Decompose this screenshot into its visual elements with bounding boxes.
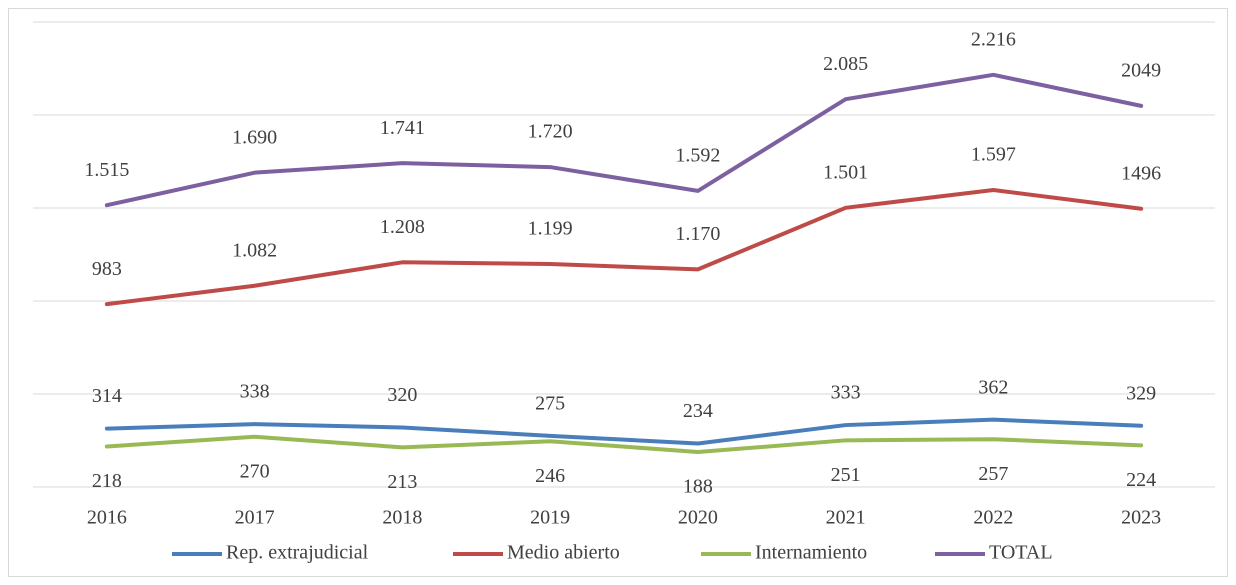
data-label: 1.501 xyxy=(823,161,868,183)
x-tick-label: 2020 xyxy=(678,507,718,529)
data-label: 246 xyxy=(535,465,565,487)
data-label: 2049 xyxy=(1121,59,1161,81)
data-label: 275 xyxy=(535,392,565,414)
data-label: 213 xyxy=(387,471,417,493)
data-label: 329 xyxy=(1126,382,1156,404)
data-label: 1.690 xyxy=(232,126,277,148)
data-label: 2.085 xyxy=(823,53,868,75)
data-label: 234 xyxy=(683,400,713,422)
x-tick-label: 2016 xyxy=(87,507,127,529)
series-line xyxy=(104,187,1144,307)
data-label: 333 xyxy=(831,382,861,404)
data-label: 270 xyxy=(240,460,270,482)
data-label: 1.741 xyxy=(380,117,425,139)
data-label: 1.720 xyxy=(528,121,573,143)
data-label: 2.216 xyxy=(971,28,1016,50)
data-label: 320 xyxy=(387,384,417,406)
x-tick-label: 2021 xyxy=(826,507,866,529)
data-label: 251 xyxy=(831,464,861,486)
data-label: 218 xyxy=(92,470,122,492)
legend-label: Rep. extrajudicial xyxy=(226,542,369,564)
data-label: 1.515 xyxy=(84,159,129,181)
data-label: 188 xyxy=(683,476,713,498)
data-label: 983 xyxy=(92,258,122,280)
legend-label: Medio abierto xyxy=(507,542,620,564)
legend-label: TOTAL xyxy=(989,542,1053,564)
data-label: 362 xyxy=(978,376,1008,398)
data-label: 224 xyxy=(1126,469,1156,491)
series-line xyxy=(104,434,1144,455)
x-tick-label: 2023 xyxy=(1121,507,1161,529)
series-line xyxy=(104,417,1144,446)
data-label: 1.082 xyxy=(232,239,277,261)
data-label: 1.597 xyxy=(971,144,1016,166)
x-tick-label: 2019 xyxy=(530,507,570,529)
data-label: 314 xyxy=(92,385,122,407)
series-line xyxy=(104,72,1144,208)
data-label: 1496 xyxy=(1121,162,1161,184)
data-label: 1.208 xyxy=(380,216,425,238)
data-label: 1.199 xyxy=(528,218,573,240)
data-label: 338 xyxy=(240,381,270,403)
data-label: 1.592 xyxy=(675,144,720,166)
data-label: 1.170 xyxy=(675,223,720,245)
legend-label: Internamiento xyxy=(755,542,867,564)
x-tick-label: 2018 xyxy=(382,507,422,529)
data-label: 257 xyxy=(978,463,1008,485)
x-tick-label: 2022 xyxy=(973,507,1013,529)
x-tick-label: 2017 xyxy=(235,507,275,529)
